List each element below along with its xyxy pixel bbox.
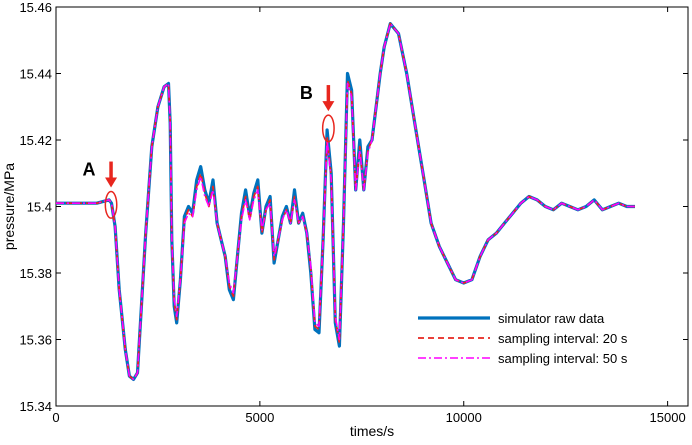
annotation-ellipse-b — [321, 114, 335, 143]
annotation-arrow-head — [105, 177, 118, 188]
legend: simulator raw data sampling interval: 20 … — [418, 311, 628, 366]
y-tick-label: 15.34 — [19, 399, 52, 414]
legend-label-1: simulator raw data — [498, 311, 605, 326]
annotation-arrow-head — [322, 101, 335, 112]
legend-label-2: sampling interval: 20 s — [498, 331, 628, 346]
y-tick-label: 15.42 — [19, 133, 52, 148]
axis-layer: 0 5000 10000 15000 15.34 15.36 15.38 15.4 15.42 1… — [19, 0, 688, 425]
series-layer — [56, 22, 635, 381]
x-tick-label: 15000 — [650, 410, 686, 425]
y-tick-label: 15.4 — [27, 200, 52, 215]
x-tick-label: 0 — [52, 410, 59, 425]
x-tick-label: 10000 — [446, 410, 482, 425]
series-line-3 — [56, 22, 635, 381]
x-axis-label: times/s — [350, 423, 394, 439]
y-axis-label: pressure/MPa — [1, 163, 17, 250]
y-tick-label: 15.36 — [19, 333, 52, 348]
annotation-layer: AB — [83, 83, 335, 219]
legend-label-3: sampling interval: 50 s — [498, 351, 628, 366]
plot-area — [55, 6, 689, 407]
annotation-label: B — [300, 83, 313, 103]
annotation-label: A — [83, 160, 96, 180]
y-tick-label: 15.46 — [19, 0, 52, 15]
x-tick-label: 5000 — [245, 410, 274, 425]
annotation-ellipse-a — [104, 190, 118, 219]
y-tick-label: 15.44 — [19, 67, 52, 82]
y-tick-label: 15.38 — [19, 266, 52, 281]
